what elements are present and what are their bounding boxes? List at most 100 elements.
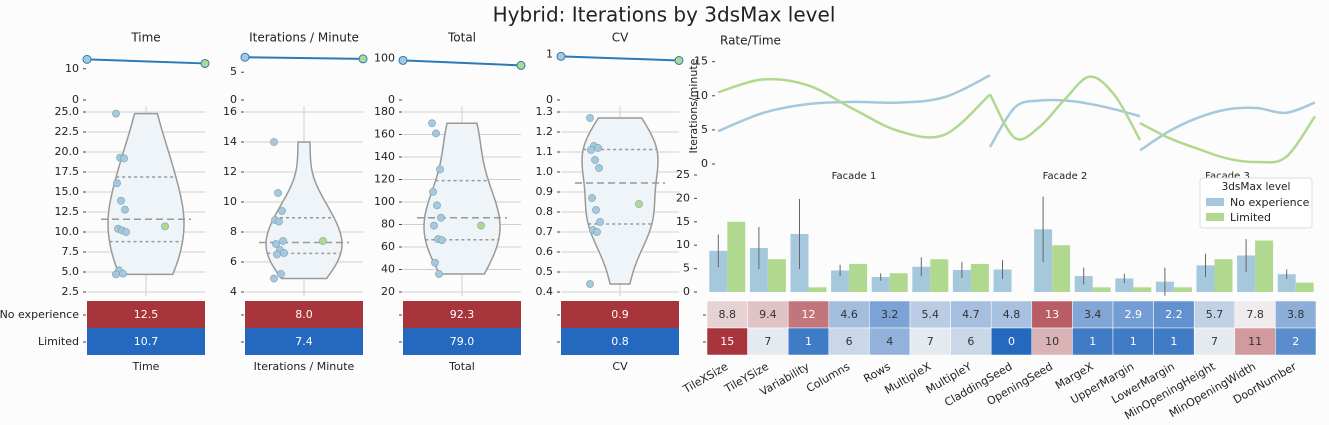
heat-cell	[1275, 327, 1317, 356]
y-tick-label: 2.5	[62, 285, 80, 298]
heat-cell	[403, 301, 521, 328]
y-tick-label: 15	[676, 215, 690, 228]
heat-label: 92.3	[450, 308, 475, 321]
data-point	[588, 194, 596, 202]
heat-cell	[1193, 327, 1236, 356]
heat-label: 7.8	[1246, 308, 1264, 321]
trend-curve	[988, 75, 1142, 141]
y-tick-label: 4	[230, 285, 237, 298]
data-point	[587, 146, 595, 154]
data-point	[438, 236, 446, 245]
data-point	[596, 218, 604, 226]
trend-point	[674, 55, 684, 65]
data-point	[592, 206, 600, 214]
y-tick-label: 12	[223, 165, 237, 178]
heat-label: 9.4	[759, 308, 777, 321]
trend-point	[240, 52, 250, 62]
heat-label: 11	[1248, 335, 1262, 348]
y-tick-label: 1.2	[536, 125, 554, 138]
y-tick-label: 10	[676, 238, 690, 251]
bar	[1196, 265, 1215, 292]
y-tick-label: 1.0	[536, 165, 554, 178]
data-point	[275, 217, 283, 226]
y-tick-label: 1.3	[536, 105, 554, 118]
y-tick-label: 22.5	[55, 125, 80, 138]
bar	[1277, 274, 1296, 292]
bar	[831, 270, 850, 292]
x-axis-label: CV	[612, 360, 628, 373]
heat-cell	[1072, 327, 1114, 356]
y-tick-label: 5	[683, 262, 690, 275]
y-tick-label: 0	[546, 93, 553, 106]
heat-label: 8.8	[719, 308, 737, 321]
bar	[1295, 282, 1314, 292]
data-point	[428, 119, 436, 128]
data-point	[635, 200, 643, 208]
data-point	[272, 240, 280, 248]
data-point	[586, 280, 594, 288]
heat-label: 0.9	[611, 308, 629, 321]
heat-cell	[869, 300, 911, 329]
bar	[808, 287, 827, 292]
x-axis-label: Total	[448, 360, 475, 373]
trend-curve	[1139, 101, 1316, 152]
y-tick-label: 0.4	[536, 285, 554, 298]
x-axis-label: Time	[132, 360, 160, 373]
data-point	[274, 189, 282, 197]
data-point	[594, 144, 602, 152]
heat-label: 10	[1045, 335, 1059, 348]
data-point	[432, 129, 440, 138]
data-point	[270, 274, 278, 283]
data-point	[113, 179, 121, 188]
heat-cell	[909, 327, 951, 356]
data-point	[273, 250, 281, 259]
data-point	[278, 207, 286, 215]
trend-point	[200, 58, 210, 68]
y-tick-label: 6	[230, 255, 237, 268]
heat-label: 7	[927, 335, 934, 348]
trend-line	[86, 58, 206, 65]
bar	[1133, 287, 1152, 292]
legend-swatch	[1206, 198, 1224, 206]
heat-label: 79.0	[450, 335, 475, 348]
data-point	[436, 165, 444, 174]
y-tick-label: 60	[381, 240, 395, 253]
facet-label: Facade 3	[1205, 171, 1250, 182]
heat-label: 12	[802, 308, 816, 321]
panel-title: Time	[130, 31, 160, 45]
data-point	[280, 249, 288, 257]
y-tick-label: 0.8	[536, 205, 554, 218]
heat-label: 1	[1170, 335, 1177, 348]
violin	[423, 122, 501, 275]
y-tick-label: 20	[676, 191, 690, 204]
heat-cell	[87, 301, 205, 328]
heat-cell	[1112, 300, 1154, 329]
bar	[1173, 287, 1192, 292]
heat-label: 12.5	[134, 308, 159, 321]
heat-cell	[1193, 300, 1236, 329]
y-tick-label: 5	[230, 65, 237, 78]
heat-label: 7.4	[295, 335, 313, 348]
heat-label: 15	[720, 335, 734, 348]
y-tick-label: 12.5	[55, 205, 80, 218]
trend-curve	[717, 74, 991, 133]
heat-cell	[706, 327, 748, 356]
bar	[767, 259, 786, 292]
y-tick-label: 10	[223, 195, 237, 208]
trend-point	[82, 54, 92, 64]
trend-line	[244, 56, 364, 60]
heat-cell	[1234, 327, 1276, 356]
legend-label: Limited	[1230, 211, 1271, 224]
data-point	[429, 187, 437, 196]
y-tick-label: 7.5	[62, 245, 80, 258]
trend-curve	[717, 77, 991, 139]
heat-label: 1	[1089, 335, 1096, 348]
heat-cell	[1112, 327, 1154, 356]
y-tick-label: 0.9	[536, 185, 554, 198]
y-tick-label: 120	[374, 173, 395, 186]
heat-label: 13	[1045, 308, 1059, 321]
y-tick-label: 15.0	[55, 185, 80, 198]
heat-cell	[561, 301, 679, 328]
